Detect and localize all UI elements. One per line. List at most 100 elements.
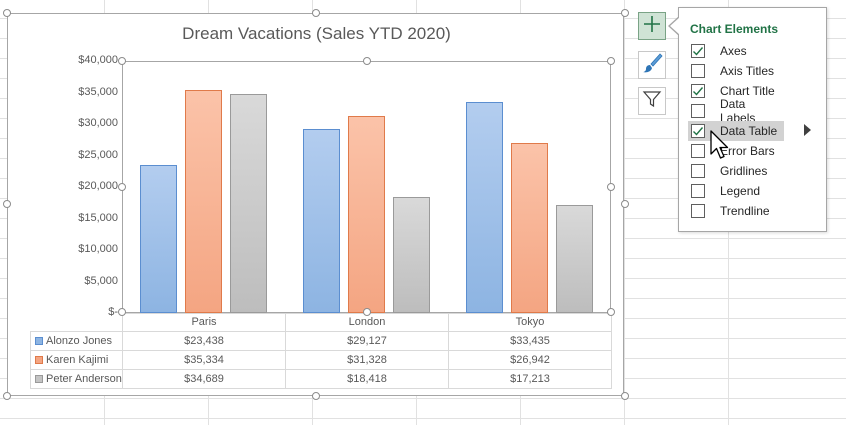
option-label: Axes xyxy=(720,44,747,58)
resize-handle[interactable] xyxy=(3,200,11,208)
grid-row-line xyxy=(0,398,846,399)
chart-area[interactable]: Dream Vacations (Sales YTD 2020) $40,000… xyxy=(7,13,624,396)
brush-icon xyxy=(641,52,663,79)
resize-handle[interactable] xyxy=(118,57,126,65)
resize-handle[interactable] xyxy=(607,183,615,191)
data-table-value: $33,435 xyxy=(448,331,612,351)
data-table-header-row: Paris London Tokyo xyxy=(31,313,612,332)
y-tick-label: $40,000 xyxy=(78,54,118,66)
checkbox[interactable] xyxy=(691,164,705,178)
option-data-labels[interactable]: Data Labels xyxy=(688,97,784,125)
data-table-submenu-arrow[interactable] xyxy=(804,124,811,136)
y-tick-label: $15,000 xyxy=(78,211,118,224)
bar-karen-kajimi-paris[interactable] xyxy=(185,90,222,313)
bar-peter-anderson-london[interactable] xyxy=(393,196,430,313)
y-tick-label: $5,000 xyxy=(84,274,118,287)
series-label-cell: Peter Anderson xyxy=(30,369,123,389)
series-name: Alonzo Jones xyxy=(46,335,113,347)
chart-title[interactable]: Dream Vacations (Sales YTD 2020) xyxy=(182,24,451,43)
option-label: Gridlines xyxy=(720,164,768,178)
checkbox[interactable] xyxy=(691,64,705,78)
bar-alonzo-jones-tokyo[interactable] xyxy=(466,102,503,313)
chart-elements-button[interactable] xyxy=(638,12,666,40)
filter-icon xyxy=(642,89,662,114)
resize-handle[interactable] xyxy=(118,308,126,316)
y-tick-label: $25,000 xyxy=(78,148,118,161)
bar-alonzo-jones-paris[interactable] xyxy=(140,165,177,313)
data-table-corner xyxy=(31,313,123,332)
resize-handle[interactable] xyxy=(118,183,126,191)
option-error-bars[interactable]: Error Bars xyxy=(688,141,784,161)
plus-icon xyxy=(643,15,661,38)
y-tick-label: $- xyxy=(108,306,118,318)
resize-handle[interactable] xyxy=(363,57,371,65)
option-axes[interactable]: Axes xyxy=(688,41,784,61)
resize-handle[interactable] xyxy=(312,9,320,17)
checkbox[interactable] xyxy=(691,84,705,98)
series-label-cell: Alonzo Jones xyxy=(30,331,123,351)
grid-row-line xyxy=(0,418,846,419)
option-gridlines[interactable]: Gridlines xyxy=(688,161,784,181)
data-table-row: Peter Anderson $34,689 $18,418 $17,213 xyxy=(30,369,612,389)
legend-key xyxy=(35,356,43,364)
bar-karen-kajimi-tokyo[interactable] xyxy=(511,143,548,313)
resize-handle[interactable] xyxy=(3,9,11,17)
option-label: Trendline xyxy=(720,204,770,218)
resize-handle[interactable] xyxy=(607,57,615,65)
category-label: Tokyo xyxy=(448,313,612,332)
chart-filters-button[interactable] xyxy=(638,87,666,115)
chart-elements-title: Chart Elements xyxy=(690,22,779,36)
bar-peter-anderson-paris[interactable] xyxy=(230,94,267,313)
data-table-value: $34,689 xyxy=(122,369,286,389)
checkbox[interactable] xyxy=(691,104,705,118)
bar-alonzo-jones-london[interactable] xyxy=(303,129,340,313)
chart-styles-button[interactable] xyxy=(638,51,666,79)
checkbox[interactable] xyxy=(691,204,705,218)
data-table-row: Karen Kajimi $35,334 $31,328 $26,942 xyxy=(30,350,612,370)
option-chart-title[interactable]: Chart Title xyxy=(688,81,784,101)
checkbox[interactable] xyxy=(691,124,705,138)
flyout-pointer-fill xyxy=(670,17,680,35)
checkbox[interactable] xyxy=(691,144,705,158)
resize-handle[interactable] xyxy=(607,308,615,316)
y-tick-label: $10,000 xyxy=(78,243,118,255)
y-tick-label: $20,000 xyxy=(78,180,118,192)
option-data-table[interactable]: Data Table xyxy=(688,121,784,141)
data-table[interactable]: Paris London Tokyo Alonzo Jones $23,438 $29,1… xyxy=(30,313,612,389)
data-table-value: $26,942 xyxy=(448,350,612,370)
y-tick-label: $30,000 xyxy=(78,117,118,129)
option-label: Legend xyxy=(720,184,761,198)
grid-column-line xyxy=(624,0,625,425)
option-label: Axis Titles xyxy=(720,64,775,78)
data-table-value: $29,127 xyxy=(285,331,449,351)
legend-key xyxy=(35,375,43,383)
chart-elements-panel: Chart Elements Axes Axis Titles Chart Titl… xyxy=(678,7,827,232)
checkbox[interactable] xyxy=(691,184,705,198)
option-axis-titles[interactable]: Axis Titles xyxy=(688,61,784,81)
series-label-cell: Karen Kajimi xyxy=(30,350,123,370)
option-label: Chart Title xyxy=(720,84,775,98)
checkbox[interactable] xyxy=(691,44,705,58)
series-name: Peter Anderson xyxy=(46,373,122,385)
data-table-value: $17,213 xyxy=(448,369,612,389)
legend-key xyxy=(35,337,43,345)
mouse-cursor-icon xyxy=(710,130,730,167)
option-legend[interactable]: Legend xyxy=(688,181,784,201)
resize-handle[interactable] xyxy=(621,392,629,400)
resize-handle[interactable] xyxy=(621,9,629,17)
resize-handle[interactable] xyxy=(312,392,320,400)
resize-handle[interactable] xyxy=(3,392,11,400)
data-table-row: Alonzo Jones $23,438 $29,127 $33,435 xyxy=(30,331,612,351)
resize-handle[interactable] xyxy=(363,308,371,316)
y-tick-label: $35,000 xyxy=(78,85,118,98)
series-name: Karen Kajimi xyxy=(46,354,109,366)
bar-peter-anderson-tokyo[interactable] xyxy=(556,204,593,313)
resize-handle[interactable] xyxy=(621,200,629,208)
data-table-value: $31,328 xyxy=(285,350,449,370)
option-label: Error Bars xyxy=(720,144,775,158)
bar-karen-kajimi-london[interactable] xyxy=(348,115,385,313)
data-table-value: $18,418 xyxy=(285,369,449,389)
option-label: Data Table xyxy=(720,124,778,138)
data-table-value: $35,334 xyxy=(122,350,286,370)
option-trendline[interactable]: Trendline xyxy=(688,201,784,221)
